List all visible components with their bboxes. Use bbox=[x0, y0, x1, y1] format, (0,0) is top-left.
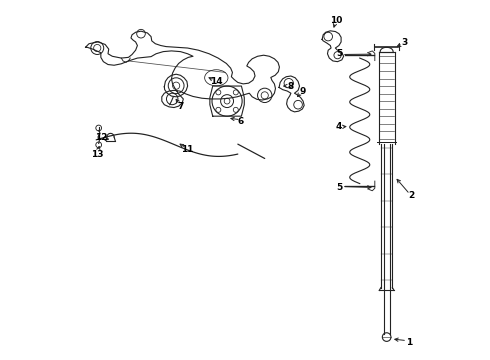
Text: 13: 13 bbox=[91, 150, 103, 159]
Text: 12: 12 bbox=[95, 133, 107, 142]
Text: 7: 7 bbox=[177, 102, 184, 111]
Text: 5: 5 bbox=[337, 183, 343, 192]
Text: 14: 14 bbox=[210, 77, 222, 86]
Text: 5: 5 bbox=[337, 49, 343, 58]
Text: 9: 9 bbox=[299, 86, 306, 95]
Text: 8: 8 bbox=[287, 82, 294, 91]
Text: 11: 11 bbox=[181, 145, 194, 154]
Text: 4: 4 bbox=[336, 122, 342, 131]
Text: 3: 3 bbox=[401, 38, 407, 47]
Text: 10: 10 bbox=[330, 16, 343, 25]
Text: 6: 6 bbox=[238, 117, 244, 126]
Text: 2: 2 bbox=[408, 191, 415, 200]
Text: 1: 1 bbox=[406, 338, 413, 347]
